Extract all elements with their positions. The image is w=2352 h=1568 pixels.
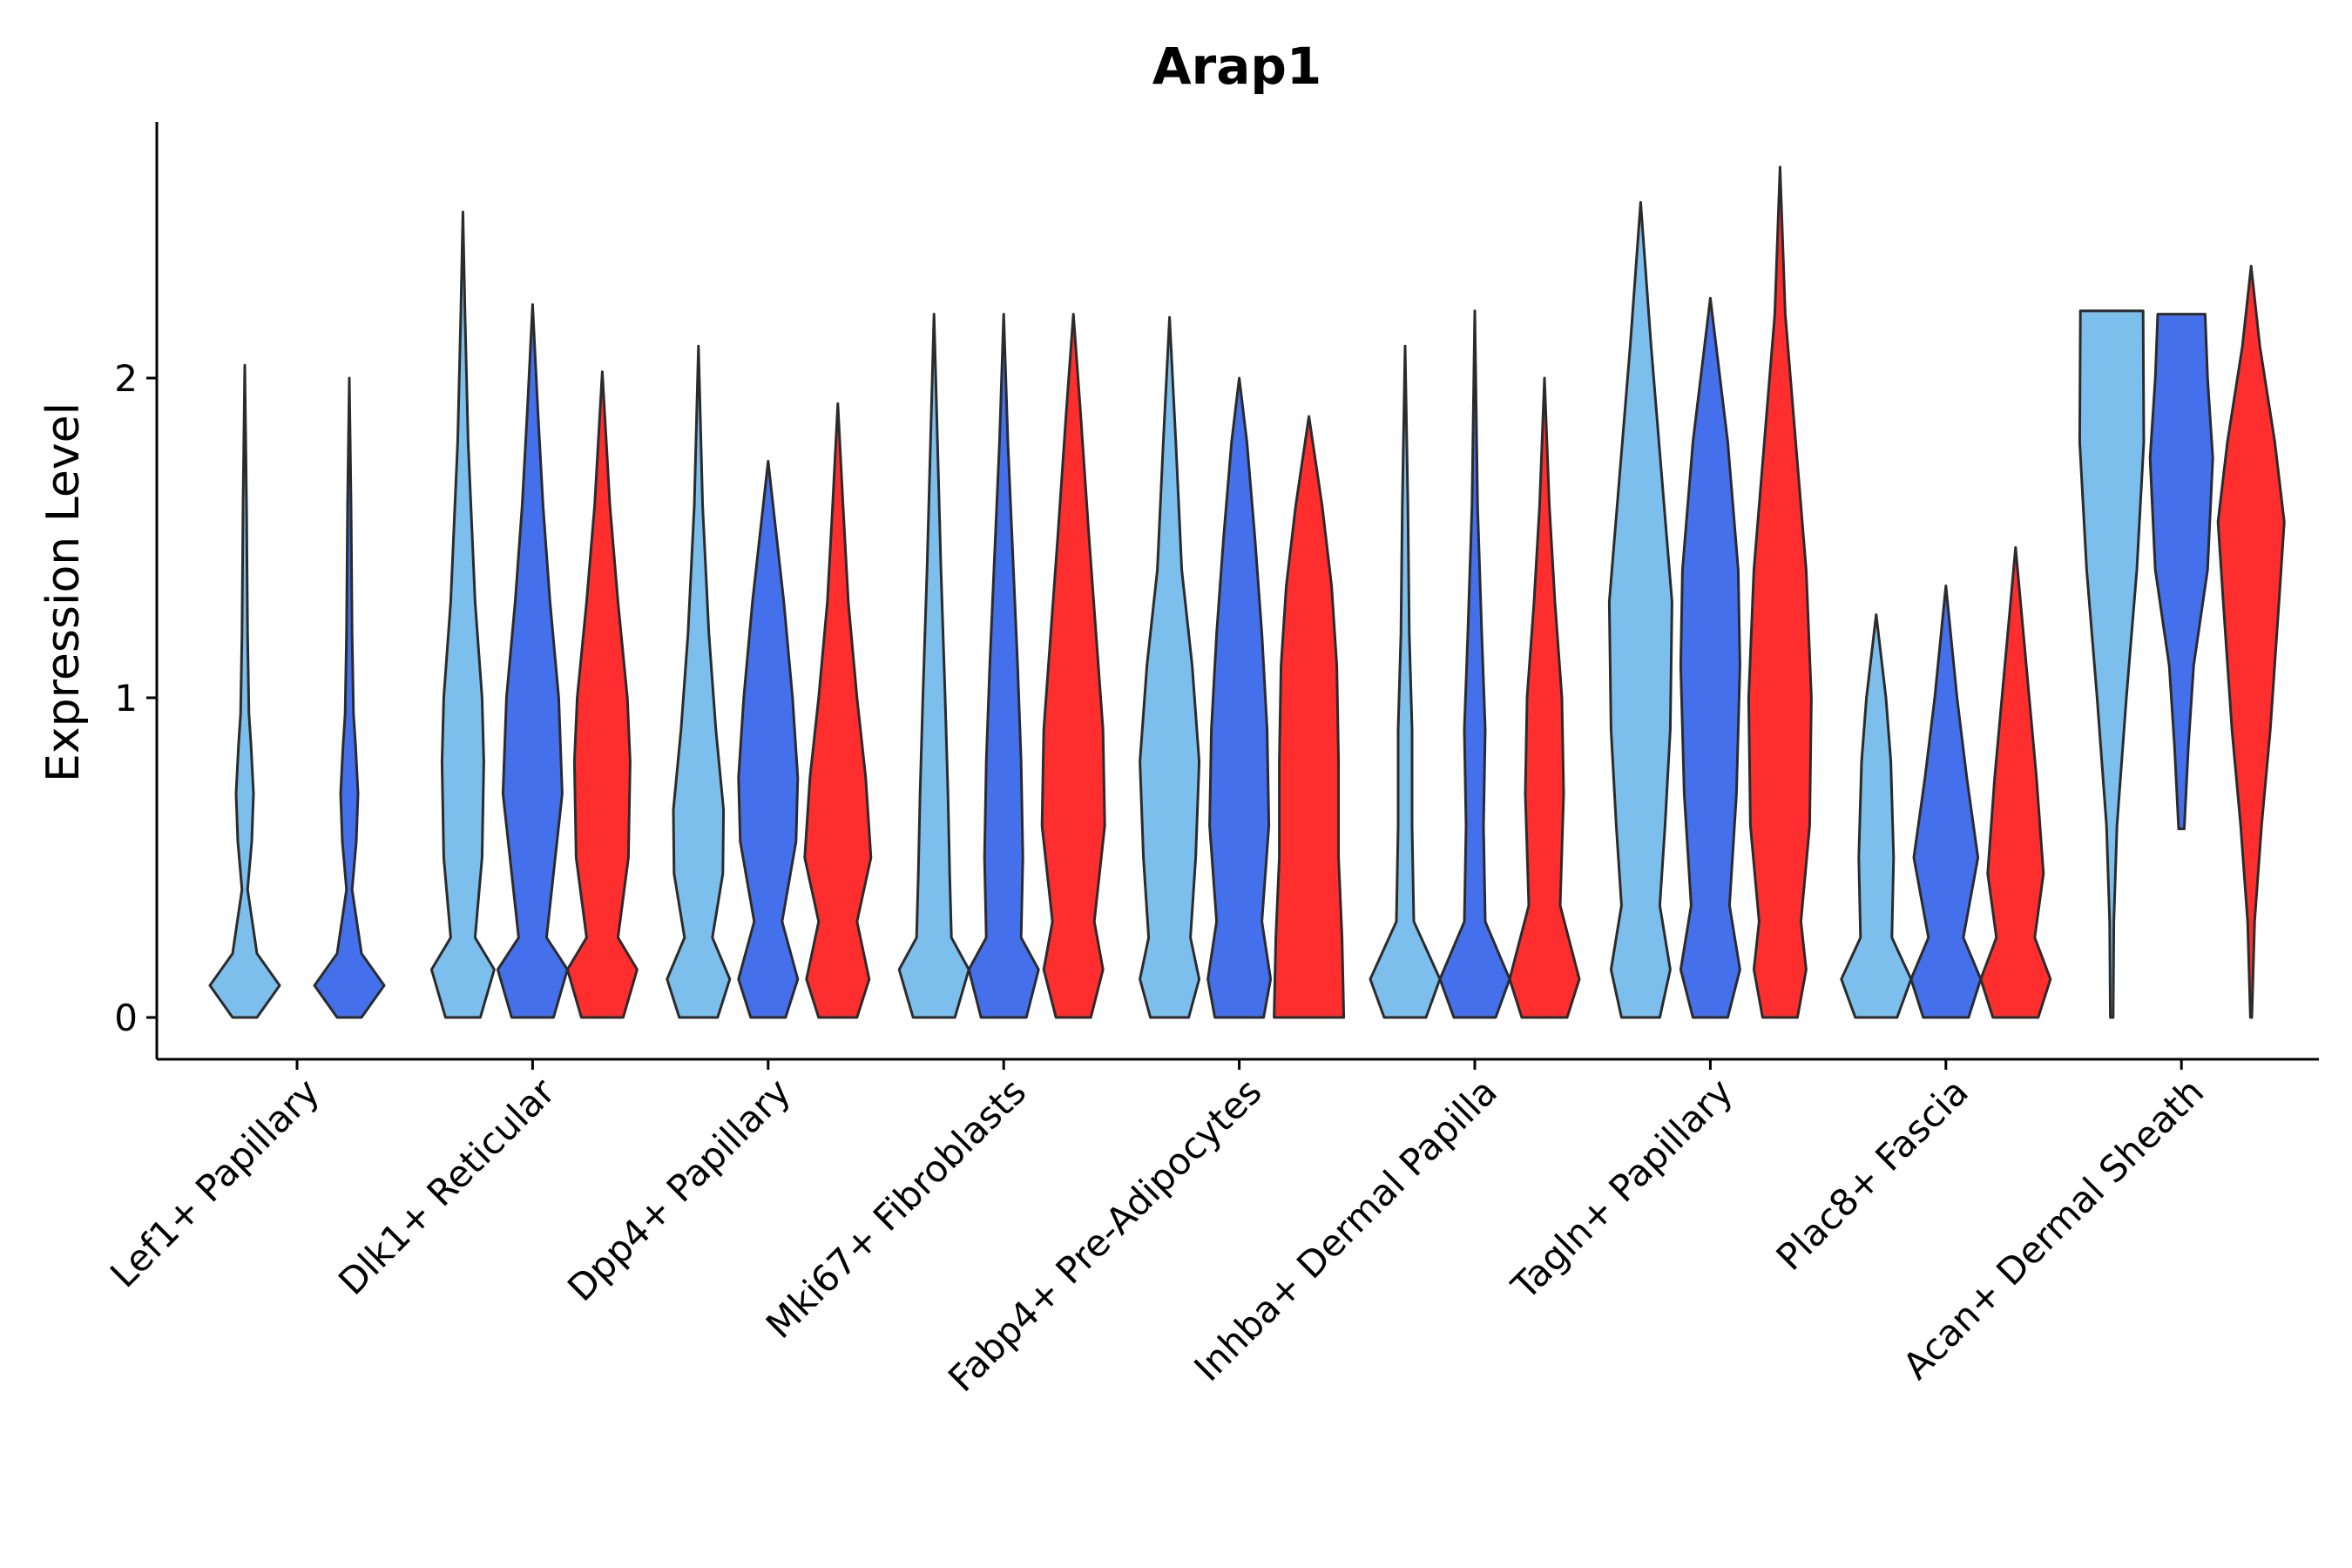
x-tick-label: Mki67+ Fibroblasts: [758, 1070, 1034, 1346]
violin-2-group-1: [429, 210, 496, 1019]
violin-3-group-2: [737, 459, 800, 1019]
violin-8-group-2: [1909, 585, 1983, 1019]
violin-5-group-1: [1139, 315, 1201, 1019]
y-tick-label: 0: [114, 997, 138, 1039]
violin-8-group-3: [1979, 546, 2052, 1019]
violin-7-group-1: [1607, 200, 1673, 1019]
violin-2-group-3: [565, 370, 639, 1019]
violin-2-group-2: [496, 303, 569, 1019]
violin-8-group-1: [1840, 613, 1913, 1019]
violin-4-group-3: [1040, 313, 1106, 1019]
violin-layer: [208, 166, 2286, 1019]
violin-3-group-3: [803, 402, 873, 1019]
x-tick-label: Lef1+ Papillary: [102, 1070, 328, 1295]
violin-6-group-2: [1438, 309, 1511, 1019]
x-tick-label: Tagln+ Papillary: [1503, 1070, 1740, 1308]
violin-9-group-2: [2148, 313, 2214, 830]
violin-4-group-2: [967, 313, 1040, 1019]
x-tick-label: Dlk1+ Reticular: [330, 1070, 564, 1303]
violin-3-group-1: [666, 344, 732, 1019]
violin-5-group-2: [1206, 376, 1273, 1019]
chart-title: Arap1: [1152, 37, 1322, 96]
y-tick-label: 2: [114, 357, 138, 400]
violin-9-group-3: [2216, 265, 2286, 1019]
violin-6-group-1: [1369, 344, 1442, 1019]
violin-7-group-2: [1679, 296, 1741, 1019]
violin-1-group-1: [208, 363, 281, 1019]
violin-9-group-1: [2078, 309, 2146, 1019]
violin-1-group-2: [313, 376, 386, 1019]
violin-5-group-3: [1273, 415, 1346, 1019]
violin-4-group-1: [897, 313, 970, 1019]
violin-7-group-3: [1747, 166, 1813, 1019]
y-ticks: 0 1 2: [114, 357, 157, 1039]
y-tick-label: 1: [114, 677, 138, 720]
y-axis-label: Expression Level: [37, 402, 90, 782]
violin-6-group-3: [1508, 376, 1581, 1019]
x-tick-label: Dpp4+ Papillary: [559, 1070, 799, 1309]
x-tick-label: Plac8+ Fascia: [1768, 1070, 1977, 1278]
axes: [155, 122, 2319, 1061]
